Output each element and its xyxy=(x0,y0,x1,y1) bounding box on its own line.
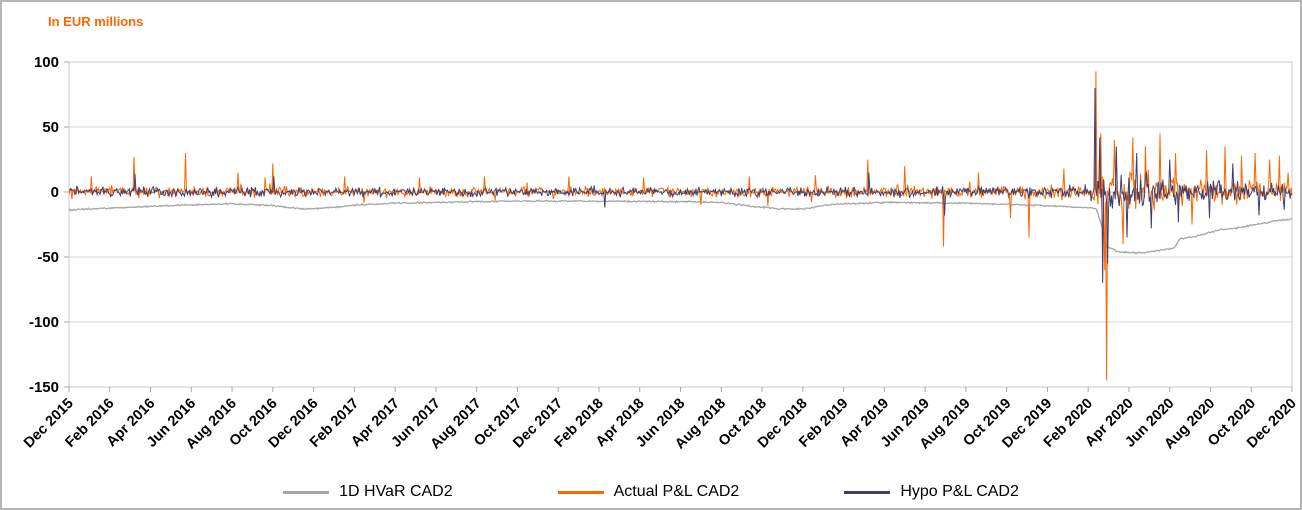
series-line-hypo-p-l-cad2 xyxy=(68,87,1293,284)
legend-item-actual-p-l-cad2: Actual P&L CAD2 xyxy=(557,483,740,501)
legend-label: 1D HVaR CAD2 xyxy=(339,483,453,500)
y-tick-label: 50 xyxy=(42,119,59,136)
legend-label: Hypo P&L CAD2 xyxy=(900,483,1019,500)
series-line-1d-hvar-cad2 xyxy=(68,199,1293,255)
y-tick-label: -50 xyxy=(37,249,59,266)
legend: 1D HVaR CAD2 Actual P&L CAD2 Hypo P&L CAD2 xyxy=(2,483,1300,501)
plot-area: 100 50 0 -50 -100 -150 Dec 2015 Feb 2016 Apr 201… xyxy=(2,2,1300,470)
y-tick-label: 100 xyxy=(34,54,59,71)
y-tick-label: -100 xyxy=(29,314,59,331)
y-tick-label: -150 xyxy=(29,379,59,396)
y-tick-label: 0 xyxy=(51,184,59,201)
legend-swatch xyxy=(557,490,604,494)
legend-item-hypo-p-l-cad2: Hypo P&L CAD2 xyxy=(844,483,1019,501)
legend-label: Actual P&L CAD2 xyxy=(613,483,740,500)
legend-swatch xyxy=(844,490,891,494)
legend-swatch xyxy=(283,490,330,494)
legend-item-1d-hvar-cad2: 1D HVaR CAD2 xyxy=(283,483,453,501)
chart-title: In EUR millions xyxy=(48,14,144,29)
